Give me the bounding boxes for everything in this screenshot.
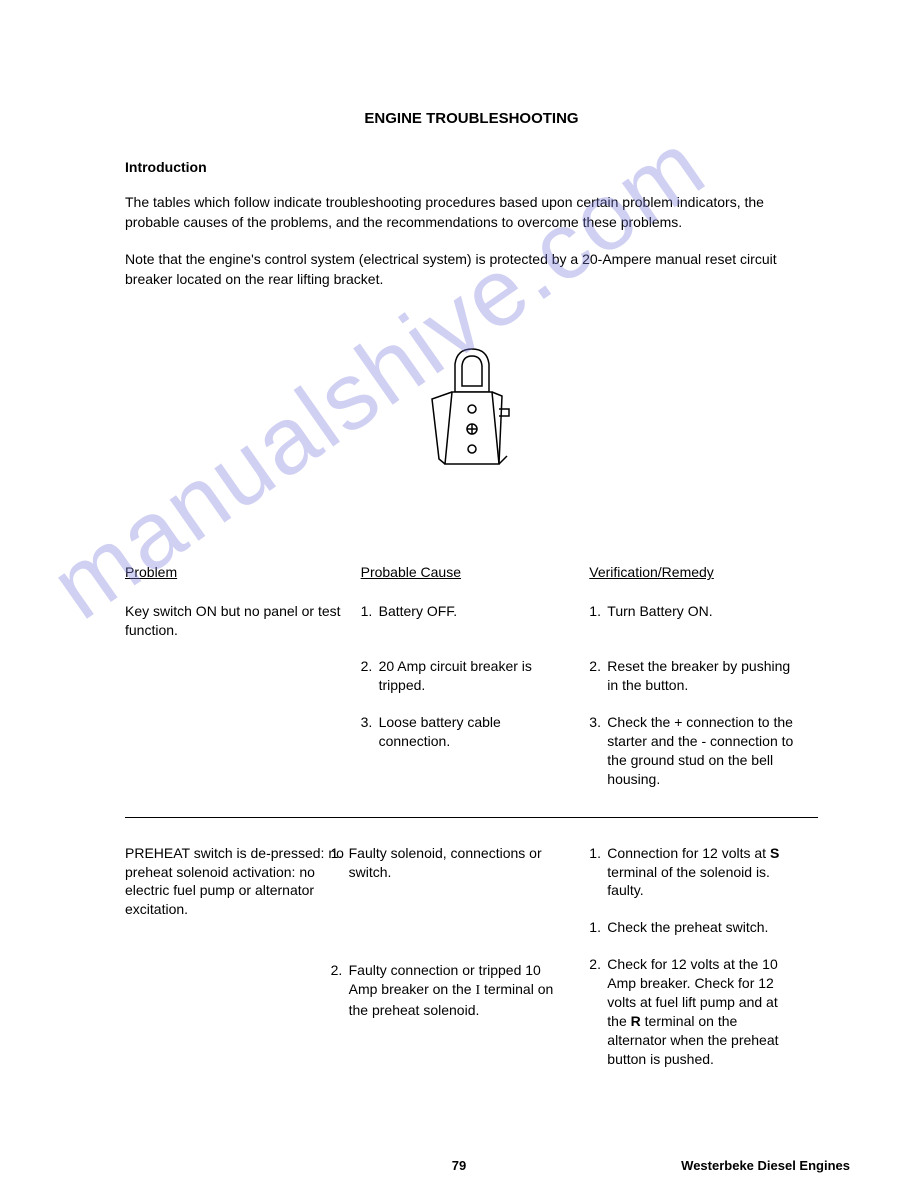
page-number: 79 (452, 1158, 466, 1173)
column-problem: PREHEAT switch is de-pressed: no preheat… (125, 844, 361, 1089)
item-text: Faulty connection or tripped 10 Amp brea… (349, 961, 590, 1020)
item-text: Loose battery cable connection. (379, 713, 590, 751)
divider-line (125, 817, 818, 818)
list-item: 1. Turn Battery ON. (589, 602, 818, 621)
list-item: 1. Battery OFF. (361, 602, 590, 621)
item-text: Check the + connection to the starter an… (607, 713, 818, 789)
item-number: 2. (331, 961, 349, 1020)
list-item: 1. Faulty solenoid, connections or switc… (331, 844, 590, 882)
item-number: 2. (589, 955, 607, 1068)
circuit-breaker-diagram (125, 344, 818, 509)
list-item: 2. 20 Amp circuit breaker is tripped. (361, 657, 590, 695)
page: manualshive.com ENGINE TROUBLESHOOTING I… (0, 0, 918, 1188)
item-number: 1. (589, 918, 607, 937)
header-remedy: Verification/Remedy (589, 564, 818, 580)
list-item: 2. Reset the breaker by pushing in the b… (589, 657, 818, 695)
item-number: 1. (589, 844, 607, 901)
page-title: ENGINE TROUBLESHOOTING (125, 110, 818, 127)
row1-causes: 1. Battery OFF. 2. 20 Amp circuit breake… (361, 602, 590, 750)
row2-remedies: 1. Connection for 12 volts at S terminal… (589, 844, 818, 1069)
paragraph-1: The tables which follow indicate trouble… (125, 193, 818, 232)
item-text: 20 Amp circuit breaker is tripped. (379, 657, 590, 695)
column-problem: Problem Key switch ON but no panel or te… (125, 564, 361, 808)
row2-problem: PREHEAT switch is de-pressed: no preheat… (125, 844, 361, 920)
column-remedy: Verification/Remedy 1. Turn Battery ON. … (589, 564, 818, 808)
row2-causes: 1. Faulty solenoid, connections or switc… (331, 844, 590, 1020)
row1-remedies: 1. Turn Battery ON. 2. Reset the breaker… (589, 602, 818, 788)
list-item: 1. Connection for 12 volts at S terminal… (589, 844, 818, 901)
circuit-breaker-icon (417, 344, 527, 504)
row1-problem: Key switch ON but no panel or test funct… (125, 602, 361, 640)
header-problem: Problem (125, 564, 361, 580)
item-text: Turn Battery ON. (607, 602, 818, 621)
header-cause: Probable Cause (361, 564, 590, 580)
item-text: Faulty solenoid, connections or switch. (349, 844, 590, 882)
item-number: 1. (331, 844, 349, 882)
column-cause: Probable Cause 1. Battery OFF. 2. 20 Amp… (361, 564, 590, 808)
troubleshooting-table: Problem Key switch ON but no panel or te… (125, 564, 818, 808)
item-number: 3. (361, 713, 379, 751)
list-item: 1. Check the preheat switch. (589, 918, 818, 937)
list-item: 3. Check the + connection to the starter… (589, 713, 818, 789)
item-text: Check for 12 volts at the 10 Amp breaker… (607, 955, 818, 1068)
list-item: 2. Faulty connection or tripped 10 Amp b… (331, 961, 590, 1020)
column-remedy: 1. Connection for 12 volts at S terminal… (589, 844, 818, 1089)
item-number: 2. (589, 657, 607, 695)
item-text: Connection for 12 volts at S terminal of… (607, 844, 818, 901)
list-item: 3. Loose battery cable connection. (361, 713, 590, 751)
list-item: 2. Check for 12 volts at the 10 Amp brea… (589, 955, 818, 1068)
item-number: 1. (589, 602, 607, 621)
paragraph-2: Note that the engine's control system (e… (125, 250, 818, 289)
intro-heading: Introduction (125, 159, 818, 175)
troubleshooting-table-row2: PREHEAT switch is de-pressed: no preheat… (125, 844, 818, 1089)
column-cause: 1. Faulty solenoid, connections or switc… (361, 844, 590, 1089)
item-text: Battery OFF. (379, 602, 590, 621)
item-number: 1. (361, 602, 379, 621)
item-text: Reset the breaker by pushing in the butt… (607, 657, 818, 695)
item-number: 3. (589, 713, 607, 789)
footer-brand: Westerbeke Diesel Engines (681, 1158, 850, 1173)
item-text: Check the preheat switch. (607, 918, 818, 937)
item-number: 2. (361, 657, 379, 695)
